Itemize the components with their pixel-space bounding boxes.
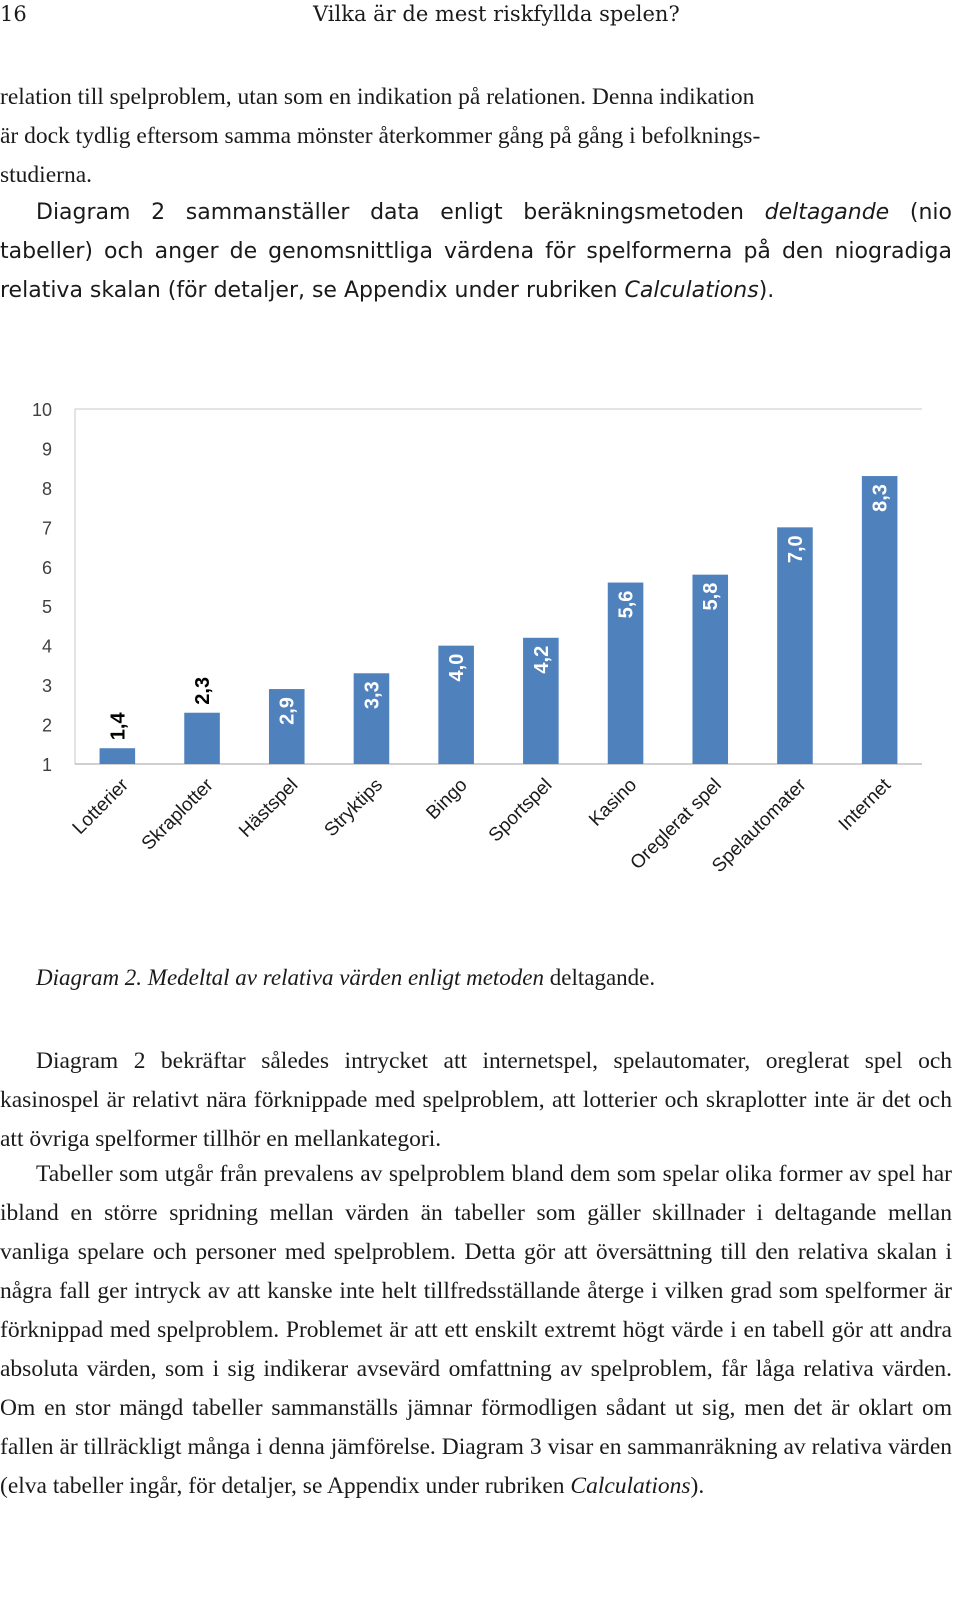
caption-italic: Diagram 2. Medeltal av relativa värden e… <box>36 965 545 990</box>
data-label: 3,3 <box>361 681 383 709</box>
emphasis-calculations: Calculations <box>624 278 759 303</box>
emphasis-calculations: Calculations <box>570 1473 691 1499</box>
y-tick-label: 9 <box>42 439 52 459</box>
y-tick-label: 4 <box>42 637 52 657</box>
paragraph-intro: relation till spelproblem, utan som en i… <box>0 78 952 195</box>
bar <box>184 712 220 764</box>
data-label: 4,2 <box>531 646 553 674</box>
y-tick-label: 6 <box>42 558 52 578</box>
y-tick-label: 8 <box>42 479 52 499</box>
caption-plain: deltagande. <box>544 965 656 990</box>
y-tick-label: 2 <box>42 716 52 736</box>
text-run: Diagram 2 bekräftar således intrycket at… <box>0 1048 952 1152</box>
text-run: (nio tabeller) och anger de genomsnittli… <box>0 200 952 303</box>
running-title: Vilka är de mest riskfyllda spelen? <box>313 2 680 26</box>
paragraph-diagram-intro: Diagram 2 sammanställer data enligt berä… <box>0 193 952 310</box>
data-label: 7,0 <box>785 535 807 563</box>
text-run: ). <box>758 278 775 303</box>
bar <box>861 476 898 764</box>
figure-caption: Diagram 2. Medeltal av relativa värden e… <box>36 965 655 991</box>
data-label: 5,8 <box>700 583 722 611</box>
data-label: 8,3 <box>870 484 892 512</box>
bar-chart: 1 2 3 4 5 6 7 8 9 10 1,4 2,3 2,9 3,3 4,0 4,2 5,6 5,8 7,0 8… <box>32 400 922 877</box>
x-tick-label: Hästspel <box>235 775 302 842</box>
bar <box>523 637 559 764</box>
y-tick-label: 3 <box>42 676 52 696</box>
data-label: 2,9 <box>277 697 299 725</box>
bar <box>692 574 729 764</box>
x-tick-label: Stryktips <box>321 775 387 841</box>
y-tick-label: 1 <box>42 755 52 775</box>
text-run: Diagram 2 sammanställer data enligt berä… <box>36 200 765 225</box>
data-label: 4,0 <box>446 654 468 682</box>
x-tick-label: Skraplotter <box>138 774 218 854</box>
x-tick-label: Internet <box>835 774 896 835</box>
text-line: är dock tydlig eftersom samma mönster åt… <box>0 123 761 149</box>
x-tick-label: Sportspel <box>485 775 557 847</box>
data-label: 5,6 <box>616 591 638 619</box>
paragraph-conclusion: Diagram 2 bekräftar således intrycket at… <box>0 1042 952 1159</box>
x-tick-label: Bingo <box>422 775 471 824</box>
bar <box>353 673 390 764</box>
data-label: 2,3 <box>192 677 214 705</box>
text-run: Tabeller som utgår från prevalens av spe… <box>0 1161 952 1499</box>
data-label: 1,4 <box>107 712 129 741</box>
y-tick-label: 5 <box>42 597 52 617</box>
bar <box>607 582 644 764</box>
bar <box>438 645 474 764</box>
x-tick-label: Kasino <box>585 775 641 831</box>
bar <box>99 748 136 764</box>
y-tick-label: 7 <box>42 518 52 538</box>
y-tick-label: 10 <box>32 400 52 420</box>
bar <box>777 527 813 764</box>
text-line: studierna. <box>0 162 93 188</box>
emphasis-deltagande: deltagande <box>764 200 890 225</box>
text-run: ). <box>690 1473 705 1499</box>
x-tick-label: Lotterier <box>69 774 134 839</box>
paragraph-tables: Tabeller som utgår från prevalens av spe… <box>0 1155 952 1506</box>
text-line: relation till spelproblem, utan som en i… <box>0 84 755 110</box>
page-number: 16 <box>0 2 27 26</box>
page-header: 16 Vilka är de mest riskfyllda spelen? <box>0 0 960 32</box>
bar <box>268 689 305 764</box>
